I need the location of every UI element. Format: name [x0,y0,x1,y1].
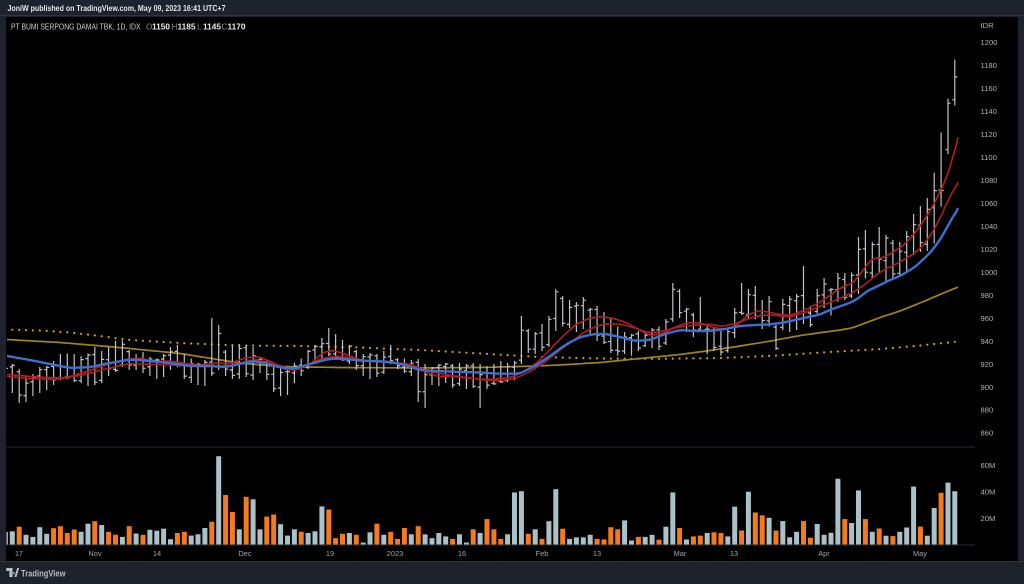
svg-text:Apr: Apr [818,549,830,558]
svg-text:1150: 1150 [152,22,170,31]
svg-text:Nov: Nov [88,549,101,558]
svg-text:1100: 1100 [981,153,997,162]
svg-text:TradingView: TradingView [21,568,66,578]
svg-text:1200: 1200 [981,38,998,47]
svg-text:Dec: Dec [238,549,251,558]
svg-text:1020: 1020 [981,245,998,254]
svg-text:1080: 1080 [981,176,998,185]
svg-text:1120: 1120 [981,130,997,139]
svg-text:O: O [146,22,152,31]
svg-text:C: C [222,22,228,31]
svg-text:1140: 1140 [981,107,997,116]
svg-text:14: 14 [153,549,161,558]
svg-text:920: 920 [981,360,994,369]
svg-text:1145: 1145 [203,22,221,31]
svg-text:13: 13 [730,549,738,558]
svg-text:40M: 40M [981,488,996,497]
svg-text:880: 880 [981,406,994,415]
svg-text:JoniW published on TradingView: JoniW published on TradingView.com, May … [8,3,226,13]
svg-text:60M: 60M [981,461,996,470]
svg-text:940: 940 [981,337,994,346]
svg-text:16: 16 [458,549,466,558]
svg-text:1040: 1040 [981,222,998,231]
svg-text:960: 960 [981,314,994,323]
svg-text:1185: 1185 [178,22,196,31]
svg-text:1170: 1170 [228,22,246,31]
svg-text:900: 900 [981,383,994,392]
svg-text:1060: 1060 [981,199,998,208]
svg-text:2023: 2023 [387,549,403,558]
svg-text:H: H [172,22,178,31]
svg-text:17: 17 [15,549,23,558]
svg-text:PT BUMI SERPONG DAMAI TBK, 1D,: PT BUMI SERPONG DAMAI TBK, 1D, IDX [11,22,141,31]
svg-text:1180: 1180 [981,61,997,70]
svg-text:860: 860 [981,429,994,438]
svg-text:Mar: Mar [674,549,687,558]
svg-text:May: May [913,549,927,558]
svg-text:Feb: Feb [536,549,549,558]
svg-text:L: L [197,22,202,31]
svg-text:13: 13 [593,549,601,558]
svg-text:1160: 1160 [981,84,997,93]
svg-text:980: 980 [981,291,994,300]
svg-text:1000: 1000 [981,268,998,277]
svg-text:IDR: IDR [981,21,995,30]
svg-text:19: 19 [326,549,334,558]
svg-text:20M: 20M [981,514,996,523]
